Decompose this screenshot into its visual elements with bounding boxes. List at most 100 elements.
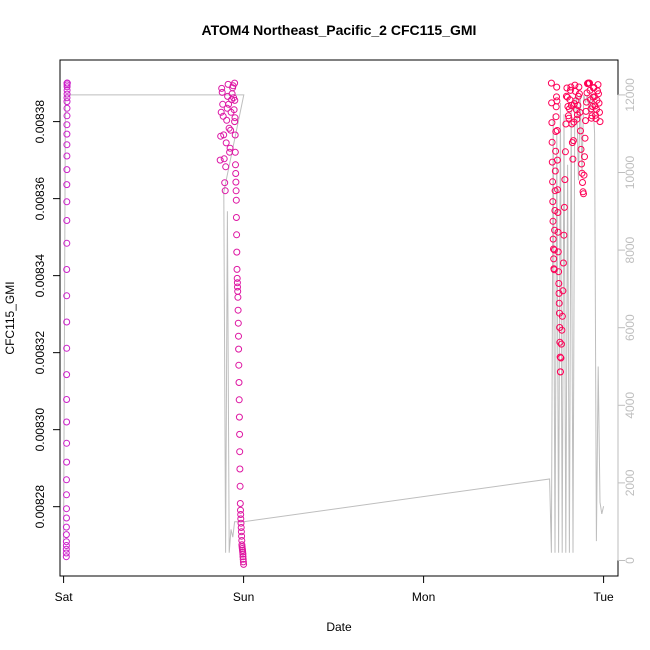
data-point: [563, 84, 571, 92]
y2-tick-label: 6000: [623, 314, 637, 341]
data-point: [596, 118, 604, 126]
y2-tick-label: 12000: [623, 78, 637, 112]
data-point: [63, 439, 71, 447]
data-point: [234, 319, 242, 327]
data-point: [220, 131, 228, 139]
data-point: [63, 458, 71, 466]
data-point: [569, 137, 577, 145]
data-point: [63, 198, 71, 206]
data-point: [233, 231, 241, 239]
data-point: [569, 155, 577, 163]
data-point: [230, 106, 238, 114]
data-point: [237, 528, 245, 536]
data-point: [560, 203, 568, 211]
data-point: [580, 171, 588, 179]
data-point: [63, 112, 71, 120]
data-point: [550, 246, 558, 254]
data-point: [552, 128, 560, 135]
data-point: [237, 506, 244, 514]
data-point: [579, 179, 586, 186]
data-point: [234, 293, 242, 301]
data-point: [596, 108, 603, 116]
data-point: [548, 119, 556, 127]
data-point: [557, 354, 565, 362]
data-point: [63, 90, 71, 98]
y-axis-label: CFC115_GMI: [3, 281, 17, 354]
data-point: [63, 318, 71, 326]
data-point: [561, 148, 569, 156]
data-point: [63, 121, 71, 129]
data-point: [63, 418, 71, 426]
y2-tick-label: 4000: [623, 392, 637, 419]
data-point: [62, 549, 70, 557]
y-tick-label: 0.00836: [33, 177, 47, 221]
data-point: [239, 553, 247, 561]
data-point: [549, 198, 557, 206]
data-point: [237, 524, 245, 531]
chart-title: ATOM4 Northeast_Pacific_2 CFC115_GMI: [202, 22, 477, 38]
data-point: [239, 555, 247, 563]
data-point: [62, 531, 70, 539]
data-point: [238, 532, 246, 540]
data-point: [223, 104, 231, 112]
data-point: [551, 167, 559, 175]
data-point: [219, 112, 227, 120]
data-point: [63, 396, 71, 403]
data-point: [232, 214, 240, 221]
data-point: [221, 187, 229, 195]
data-point: [235, 396, 243, 404]
x-axis-label: Date: [326, 620, 352, 634]
data-point: [63, 86, 71, 94]
data-point: [552, 103, 560, 111]
data-point: [551, 226, 559, 234]
data-point: [63, 266, 71, 273]
y-tick-label: 0.00832: [33, 331, 47, 375]
data-point: [63, 94, 71, 102]
data-point: [62, 542, 70, 549]
data-point: [574, 102, 582, 109]
data-point: [586, 79, 593, 87]
y-tick-label: 0.00828: [33, 485, 47, 529]
data-point: [224, 80, 232, 88]
data-point: [565, 105, 573, 113]
data-point: [581, 134, 589, 142]
data-point: [236, 430, 244, 438]
data-point: [553, 93, 560, 101]
data-point: [560, 231, 568, 239]
data-point: [63, 217, 71, 224]
altitude-line: [63, 94, 605, 553]
y-tick-label: 0.00838: [33, 100, 47, 144]
data-point: [553, 127, 561, 134]
y2-tick-label: 8000: [623, 236, 637, 263]
data-point: [577, 145, 585, 153]
data-point: [548, 138, 556, 146]
data-point: [63, 130, 71, 138]
data-point: [554, 209, 562, 216]
data-point: [225, 124, 233, 132]
data-point: [218, 88, 226, 96]
data-point: [234, 283, 241, 291]
data-point: [555, 299, 563, 307]
data-point: [552, 147, 560, 155]
data-point: [222, 163, 230, 171]
data-point: [595, 99, 603, 107]
data-point: [233, 274, 241, 282]
data-point: [556, 368, 564, 376]
data-point: [553, 83, 561, 91]
data-point: [223, 116, 231, 124]
data-point: [236, 482, 244, 490]
data-point: [63, 98, 71, 106]
data-point: [222, 139, 230, 147]
data-point: [554, 228, 562, 236]
data-point: [226, 144, 234, 152]
data-point: [231, 79, 239, 87]
data-point: [561, 176, 569, 184]
data-point: [236, 465, 244, 473]
data-point: [234, 306, 242, 314]
data-point: [556, 338, 564, 346]
data-point: [231, 118, 239, 126]
data-point: [221, 179, 229, 187]
data-point: [239, 558, 247, 566]
data-point: [218, 84, 226, 92]
